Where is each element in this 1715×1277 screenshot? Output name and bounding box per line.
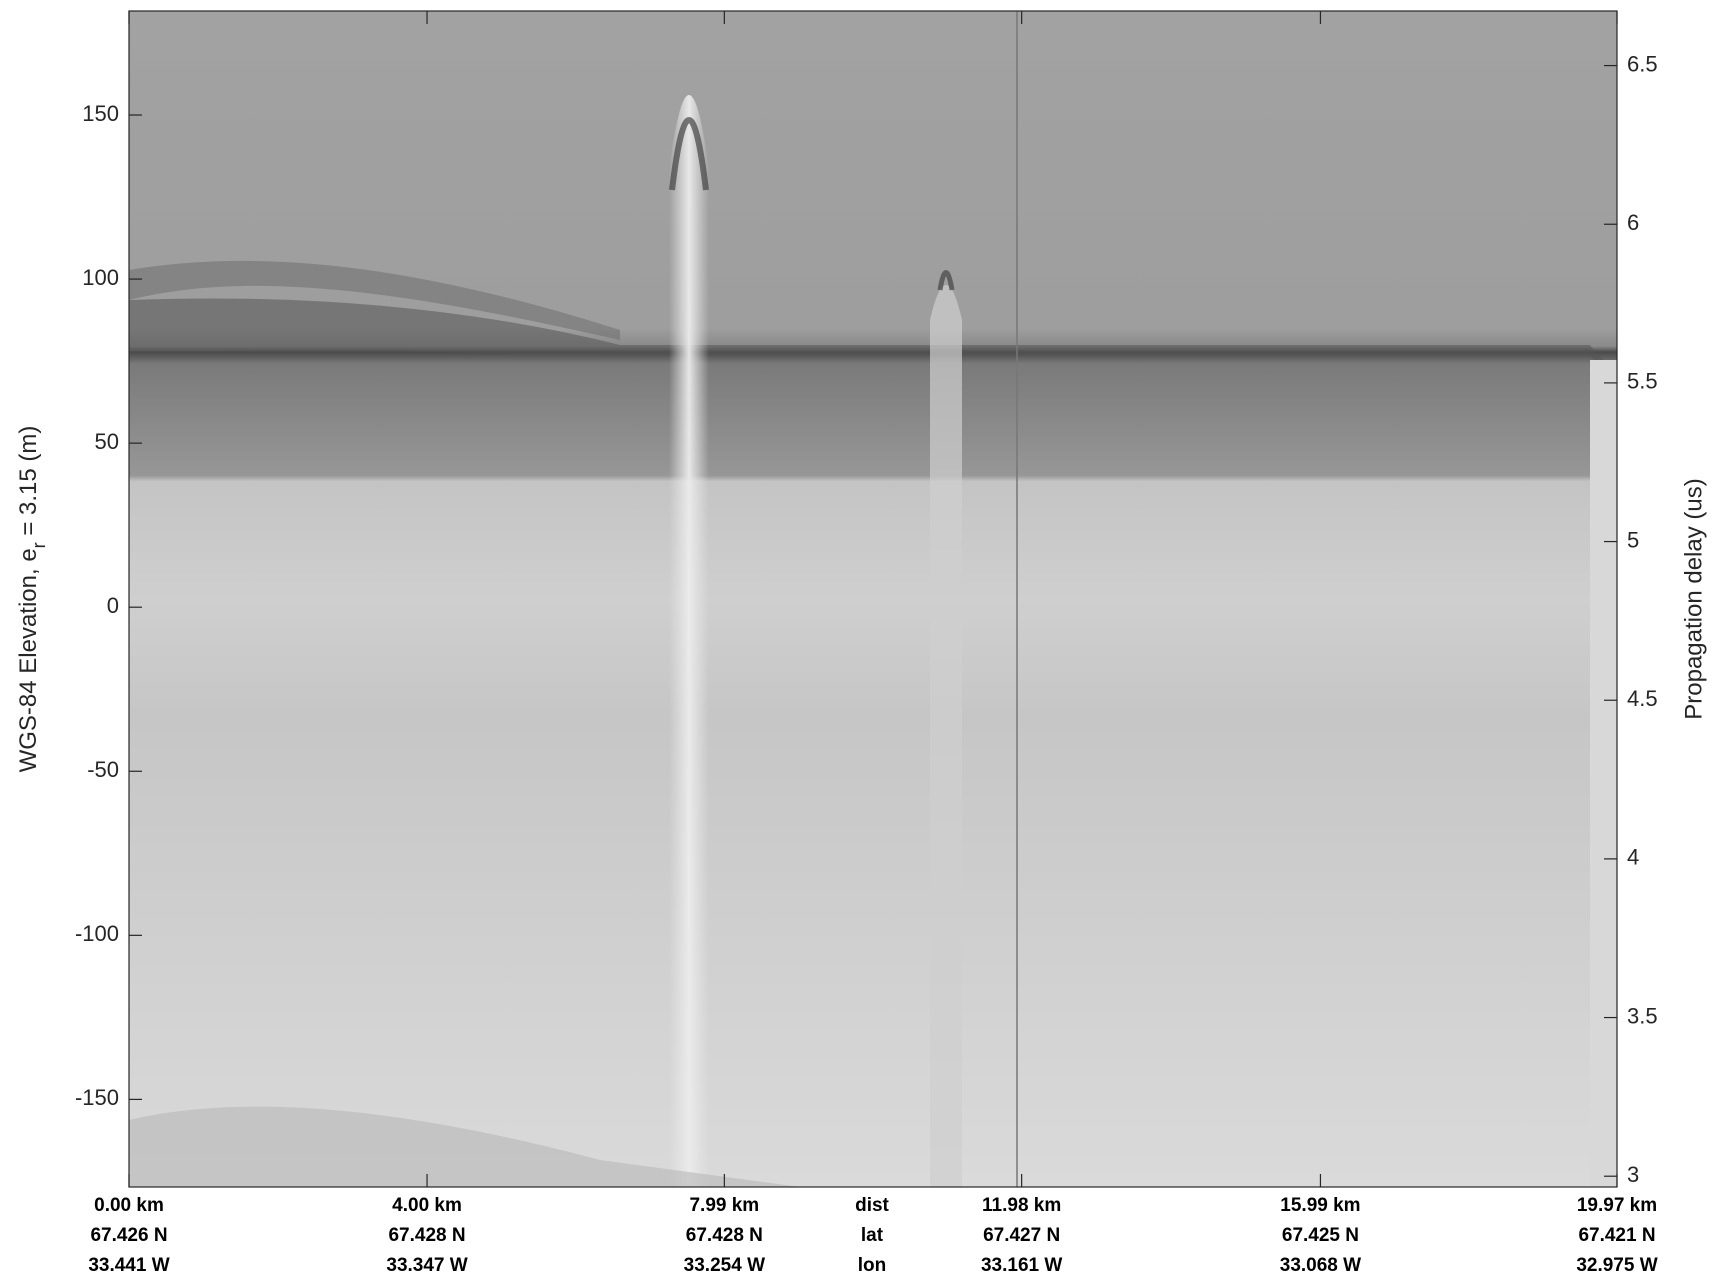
row-label: lat bbox=[861, 1225, 884, 1246]
y-label-rest: = 3.15 (m) bbox=[15, 426, 42, 543]
row-label: lon bbox=[858, 1255, 887, 1276]
y2-tick-label: 5 bbox=[1627, 527, 1639, 552]
lon-label: 33.441 W bbox=[88, 1255, 169, 1276]
lon-label: 33.161 W bbox=[981, 1255, 1062, 1276]
y-tick-label: 150 bbox=[82, 101, 119, 126]
y2-tick-label: 3.5 bbox=[1627, 1003, 1658, 1028]
y2-tick-label: 4 bbox=[1627, 845, 1639, 870]
y-tick-label: 0 bbox=[107, 593, 119, 618]
lat-label: 67.428 N bbox=[388, 1225, 465, 1246]
y2-tick-label: 6 bbox=[1627, 210, 1639, 235]
lon-label: 33.347 W bbox=[386, 1255, 467, 1276]
y-tick-label: 50 bbox=[95, 429, 119, 454]
y2-axis-label: Propagation delay (us) bbox=[1680, 478, 1707, 719]
echogram-image bbox=[129, 11, 1617, 1187]
lat-label: 67.421 N bbox=[1578, 1225, 1655, 1246]
x-tick-label: 4.00 km bbox=[392, 1195, 462, 1216]
x-tick-label: 0.00 km bbox=[94, 1195, 164, 1216]
row-label: dist bbox=[855, 1195, 889, 1216]
lon-label: 33.068 W bbox=[1280, 1255, 1361, 1276]
y-axis-label: WGS-84 Elevation, er = 3.15 (m) bbox=[15, 426, 48, 773]
x-tick-label: 19.97 km bbox=[1577, 1195, 1657, 1216]
y-tick-label: -100 bbox=[75, 921, 119, 946]
x-tick-label: 11.98 km bbox=[982, 1195, 1061, 1216]
lat-label: 67.428 N bbox=[686, 1225, 763, 1246]
x-tick-label: 7.99 km bbox=[689, 1195, 759, 1216]
y-tick-label: -150 bbox=[75, 1085, 119, 1110]
lat-label: 67.427 N bbox=[983, 1225, 1060, 1246]
lon-label: 33.254 W bbox=[684, 1255, 765, 1276]
y-label-main: WGS-84 Elevation, e bbox=[15, 548, 42, 772]
lat-label: 67.425 N bbox=[1282, 1225, 1359, 1246]
y-tick-label: -50 bbox=[87, 757, 119, 782]
y-label-sub: r bbox=[29, 542, 49, 548]
y-tick-label: 100 bbox=[82, 265, 119, 290]
lat-label: 67.426 N bbox=[90, 1225, 167, 1246]
y2-tick-label: 3 bbox=[1627, 1162, 1639, 1187]
y2-tick-label: 4.5 bbox=[1627, 686, 1658, 711]
y2-tick-label: 6.5 bbox=[1627, 51, 1658, 76]
lon-label: 32.975 W bbox=[1576, 1255, 1657, 1276]
y2-tick-label: 5.5 bbox=[1627, 369, 1658, 394]
x-tick-label: 15.99 km bbox=[1280, 1195, 1360, 1216]
plot-frame bbox=[128, 10, 1618, 1188]
